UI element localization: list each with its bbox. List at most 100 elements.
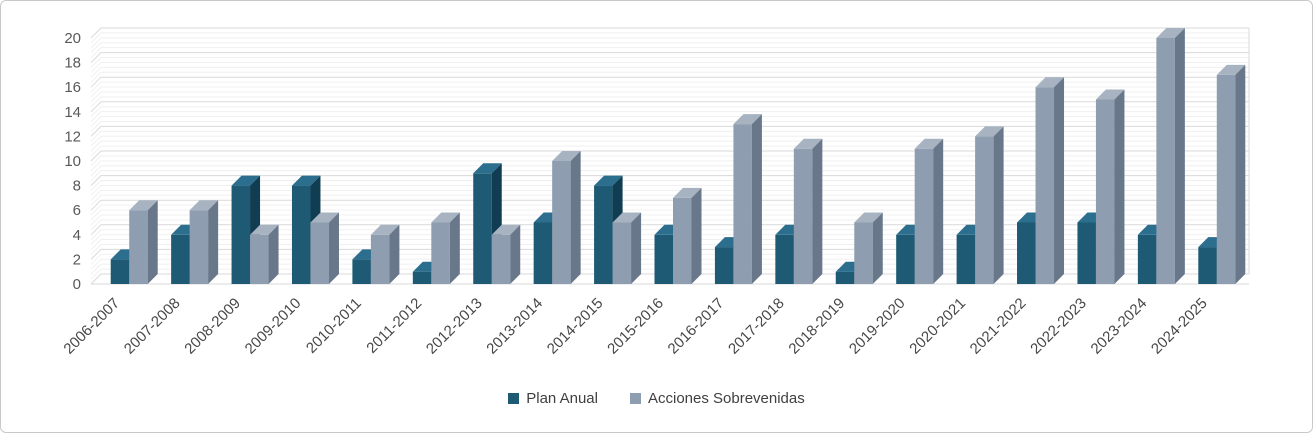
- bar-top: [733, 114, 762, 125]
- bar-front: [310, 222, 329, 284]
- bar-top: [129, 200, 158, 211]
- bar-front: [189, 210, 209, 284]
- minor-gridline: [90, 86, 1249, 98]
- chart-legend: Plan Anual Acciones Sobrevenidas: [1, 390, 1312, 407]
- bar-front: [171, 234, 190, 284]
- minor-gridline: [90, 184, 1249, 196]
- bar-top: [250, 224, 279, 235]
- legend-item-plan-anual: Plan Anual: [508, 390, 598, 407]
- major-gridline: [90, 150, 1249, 162]
- bar-top: [231, 175, 261, 186]
- legend-label-plan-anual: Plan Anual: [526, 390, 598, 407]
- bar-top: [491, 224, 521, 235]
- bar-side: [1235, 64, 1246, 285]
- bar-top: [189, 200, 219, 211]
- x-category-label: 2017-2018: [725, 295, 788, 358]
- bar-front: [975, 136, 994, 284]
- bar-front: [352, 259, 371, 284]
- minor-gridline: [90, 130, 1249, 142]
- bar-top: [612, 212, 642, 223]
- bar-side: [147, 200, 158, 284]
- minor-gridline: [90, 204, 1249, 216]
- y-tick-label: 10: [64, 153, 81, 170]
- minor-gridline: [90, 209, 1249, 221]
- x-category-label: 2024-2025: [1148, 295, 1211, 358]
- minor-gridline: [90, 189, 1249, 201]
- bar-top: [914, 138, 944, 149]
- bar-top: [975, 126, 1004, 137]
- bar-side: [1174, 28, 1185, 284]
- major-gridline: [90, 199, 1249, 211]
- minor-gridline: [90, 37, 1249, 49]
- y-tick-label: 0: [73, 276, 81, 293]
- minor-gridline: [90, 116, 1249, 127]
- bar-front: [231, 185, 251, 284]
- major-gridline: [90, 76, 1249, 88]
- x-category-label: 2016-2017: [665, 295, 728, 358]
- bar-top: [431, 212, 460, 223]
- x-category-label: 2015-2016: [604, 295, 667, 358]
- bar-front: [1198, 247, 1217, 284]
- minor-gridline: [90, 170, 1249, 182]
- bar-front: [1095, 99, 1115, 284]
- bar-side: [449, 212, 460, 284]
- minor-gridline: [90, 194, 1249, 206]
- bar-front: [1017, 222, 1036, 284]
- bar-front: [835, 271, 855, 284]
- minor-gridline: [90, 57, 1249, 68]
- minor-gridline: [90, 160, 1249, 172]
- x-category-label: 2019-2020: [846, 295, 909, 358]
- bar-side: [328, 212, 339, 284]
- bar-side: [208, 200, 219, 284]
- bar-top: [1035, 77, 1065, 88]
- bar-front: [1077, 222, 1096, 284]
- minor-gridline: [90, 111, 1249, 122]
- bar-front: [854, 222, 873, 284]
- x-category-label: 2018-2019: [785, 295, 848, 358]
- bar-side: [631, 212, 642, 284]
- x-category-label: 2014-2015: [544, 295, 607, 358]
- bar-front: [1216, 74, 1236, 285]
- bar-top: [310, 212, 339, 223]
- bar-top: [552, 151, 581, 161]
- bar-front: [914, 148, 934, 284]
- bar-front: [473, 173, 492, 284]
- bar-top: [673, 187, 702, 198]
- bar-top: [854, 212, 883, 223]
- bar-top: [370, 224, 400, 235]
- minor-gridline: [90, 155, 1249, 167]
- bar-side: [812, 138, 823, 284]
- minor-gridline: [90, 106, 1249, 118]
- bar-top: [473, 163, 502, 174]
- minor-gridline: [90, 81, 1249, 93]
- bar-front: [412, 271, 432, 284]
- y-tick-label: 20: [64, 30, 81, 47]
- bar-side: [872, 212, 883, 284]
- x-category-label: 2022-2023: [1027, 295, 1090, 358]
- x-category-label: 2011-2012: [363, 295, 425, 357]
- bar-front: [110, 259, 130, 284]
- bar-front: [1156, 38, 1175, 284]
- y-tick-label: 12: [64, 128, 81, 145]
- bar-side: [751, 114, 762, 284]
- x-category-label: 2020-2021: [906, 295, 969, 358]
- major-gridline: [90, 27, 1249, 39]
- x-category-label: 2013-2014: [483, 295, 546, 358]
- y-tick-label: 8: [73, 178, 81, 195]
- major-gridline: [90, 125, 1249, 137]
- bar-front: [1137, 234, 1157, 284]
- bar-front: [250, 234, 269, 284]
- bar-side: [1054, 77, 1065, 284]
- bar-top: [594, 175, 623, 186]
- minor-gridline: [90, 135, 1249, 147]
- minor-gridline: [90, 120, 1249, 132]
- x-category-label: 2012-2013: [423, 295, 486, 358]
- minor-gridline: [90, 47, 1249, 59]
- bar-front: [612, 222, 632, 284]
- minor-gridline: [90, 180, 1249, 191]
- y-tick-label: 18: [64, 55, 81, 72]
- bar-front: [896, 234, 915, 284]
- minor-gridline: [90, 96, 1249, 108]
